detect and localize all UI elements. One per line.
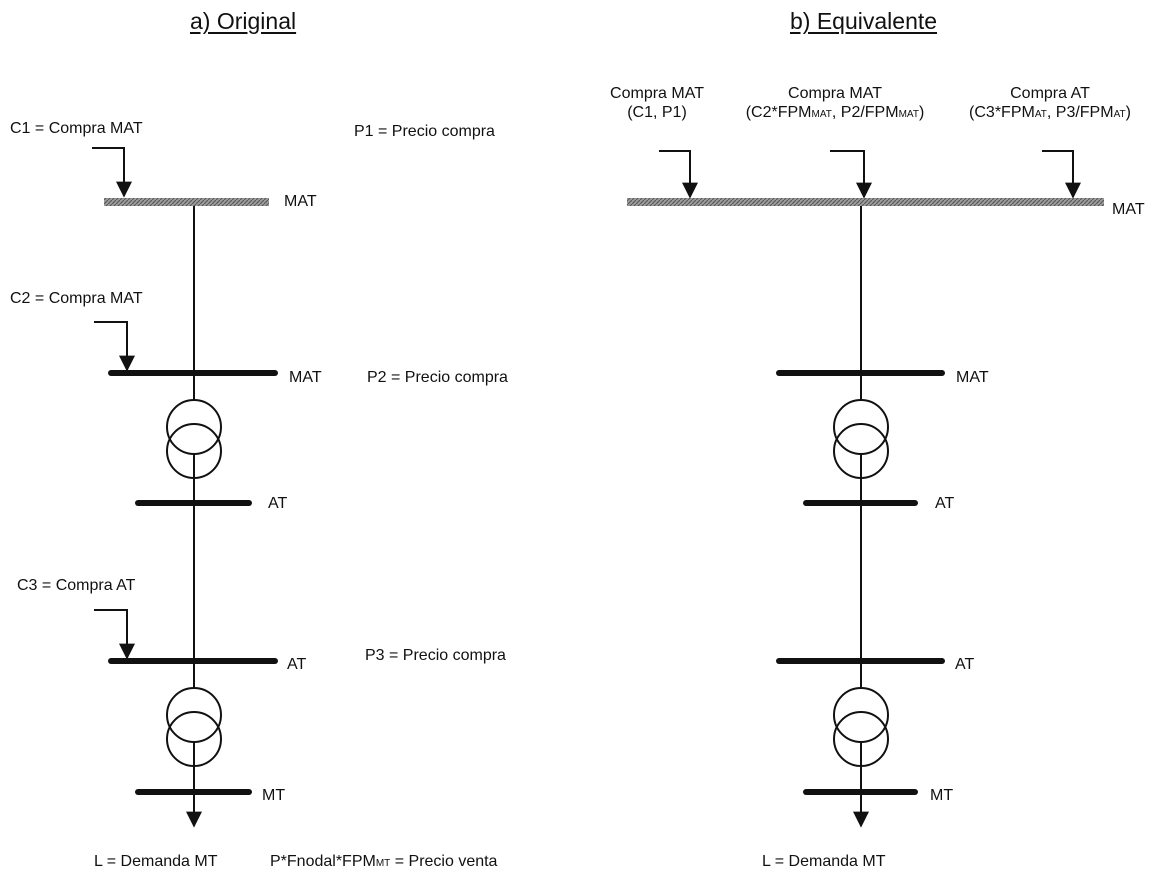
left-c1-arrow — [92, 147, 132, 198]
left-bus-at-2-label: AT — [287, 656, 307, 673]
left-c2-label: C2 = Compra MAT — [10, 290, 143, 307]
left-p1-label: P1 = Precio compra — [354, 123, 495, 140]
left-bus-mat-top-label: MAT — [284, 193, 317, 210]
right-in1-arrow — [659, 150, 698, 199]
left-c1-label: C1 = Compra MAT — [10, 120, 143, 137]
right-in2-arrow — [830, 150, 872, 199]
left-sale-price-label: P*Fnodal*FPMMT = Precio venta — [270, 853, 498, 870]
right-bus-mat-label: MAT — [956, 369, 989, 386]
left-p3-label: P3 = Precio compra — [365, 647, 506, 664]
left-transformer-2 — [166, 687, 222, 767]
right-in2-label: Compra MAT (C2*FPMMAT, P2/FPMMAT) — [745, 85, 925, 121]
right-bus-at-1-label: AT — [935, 495, 955, 512]
left-bus-at-1-label: AT — [268, 495, 288, 512]
right-in3-label: Compra AT (C3*FPMAT, P3/FPMAT) — [969, 85, 1131, 121]
left-title: a) Original — [190, 8, 297, 34]
left-bus-mat-top — [104, 198, 269, 206]
right-bus-mt-label: MT — [930, 787, 954, 804]
left-load-label: L = Demanda MT — [94, 853, 218, 870]
right-bus-mat-top — [627, 198, 1104, 206]
left-p2-label: P2 = Precio compra — [367, 369, 508, 386]
left-diagram — [92, 147, 278, 828]
right-diagram — [627, 150, 1104, 828]
left-c3-arrow — [94, 609, 135, 660]
right-load-label: L = Demanda MT — [762, 853, 886, 870]
left-bus-mt-label: MT — [262, 787, 286, 804]
right-bus-at-2-label: AT — [955, 656, 975, 673]
left-transformer-1 — [166, 399, 222, 479]
right-title: b) Equivalente — [790, 8, 938, 34]
left-bus-mat-label: MAT — [289, 369, 322, 386]
right-in3-arrow — [1042, 150, 1081, 199]
right-in1-label: Compra MAT (C1, P1) — [610, 85, 704, 121]
right-bus-mat-top-label: MAT — [1112, 201, 1145, 218]
left-c3-label: C3 = Compra AT — [17, 577, 136, 594]
left-c2-arrow — [94, 321, 135, 372]
right-transformer-1 — [833, 399, 889, 479]
right-transformer-2 — [833, 687, 889, 767]
